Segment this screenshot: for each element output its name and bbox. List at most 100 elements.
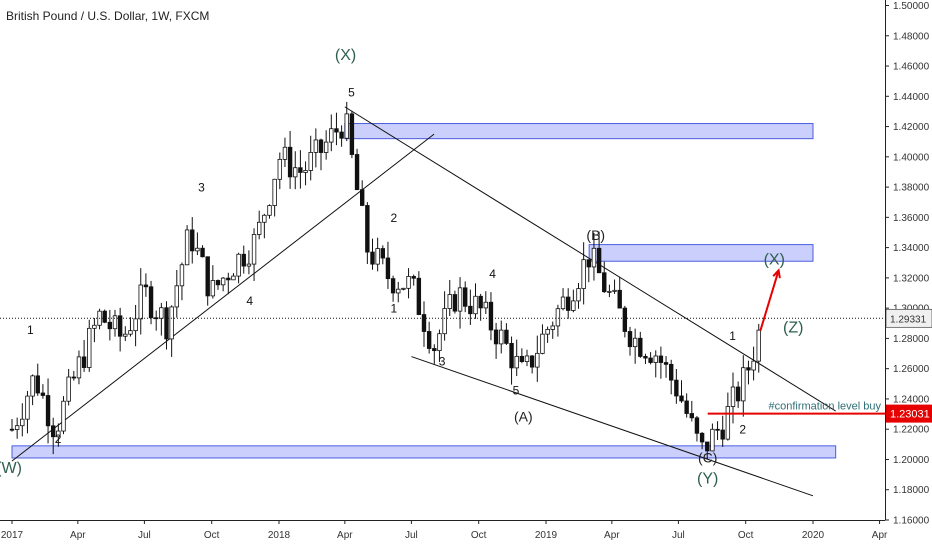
candle-body [643, 356, 648, 359]
candle-body [416, 277, 422, 315]
wave-label: 3 [439, 355, 446, 369]
candle-body [432, 348, 437, 352]
y-tick-label: 1.28000 [893, 334, 930, 345]
y-tick-label: 1.50000 [893, 1, 930, 12]
candle-body [169, 306, 174, 340]
candle-body [406, 276, 411, 289]
y-tick-label: 1.26000 [893, 364, 930, 375]
wave-label: 4 [489, 267, 496, 281]
wave-label: (X) [764, 251, 785, 268]
wave-label: (Y) [697, 471, 718, 488]
candle-body [40, 392, 46, 396]
candle-body [452, 294, 458, 312]
wave-label: (B) [586, 227, 605, 243]
candle-body [205, 256, 210, 297]
wave-label: 1 [27, 323, 34, 337]
x-tick-label: Jul [138, 530, 151, 541]
candle-body [303, 170, 308, 173]
current-price-tag [885, 308, 932, 328]
candle-body [195, 247, 200, 252]
candle-body [272, 178, 277, 206]
wave-label: (W) [0, 460, 22, 477]
candle-body [710, 428, 715, 452]
candle-body [9, 428, 15, 431]
candle-body [349, 113, 355, 155]
candle-body [262, 214, 267, 223]
candle-body [184, 229, 190, 266]
candle-body [638, 337, 643, 357]
candle-body [442, 308, 447, 335]
x-tick-label: Apr [872, 530, 888, 541]
x-tick-label: Jul [405, 530, 418, 541]
candle-body [359, 189, 365, 206]
candle-body [241, 253, 246, 267]
candle-body [267, 205, 272, 216]
candle-body [277, 158, 282, 180]
y-tick-label: 1.22000 [893, 425, 930, 436]
y-tick-label: 1.42000 [893, 122, 930, 133]
candle-body [76, 356, 82, 379]
candle-body [653, 355, 658, 363]
candle-body [679, 395, 684, 402]
x-tick-label: Oct [738, 530, 754, 541]
x-tick-label: Oct [204, 530, 220, 541]
y-tick-label: 1.36000 [893, 213, 930, 224]
candle-body [555, 308, 561, 327]
x-tick-label: Apr [337, 530, 353, 541]
y-tick-label: 1.34000 [893, 243, 930, 254]
candle-body [756, 329, 761, 362]
candle-body [107, 321, 113, 330]
candle-body [56, 430, 61, 438]
candle-body [607, 290, 612, 293]
candle-body [447, 294, 452, 309]
candle-body [112, 315, 118, 330]
y-tick-label: 1.24000 [893, 394, 930, 405]
wave-label: 4 [246, 294, 253, 308]
candle-body [25, 395, 30, 420]
supply-demand-zone [344, 123, 814, 140]
candle-body [14, 425, 20, 430]
candle-body [226, 277, 231, 281]
candle-body [148, 286, 154, 319]
candle-body [421, 314, 427, 332]
candle-body [684, 400, 689, 414]
candle-body [705, 441, 710, 452]
candle-body [164, 307, 169, 340]
candle-body [499, 329, 504, 345]
x-tick-label: Apr [70, 530, 86, 541]
candle-body [385, 257, 391, 280]
candle-body [622, 307, 628, 332]
candle-body [30, 375, 35, 397]
y-tick-label: 1.48000 [893, 31, 930, 42]
candle-body [602, 272, 607, 293]
candle-body [329, 128, 334, 143]
y-tick-label: 1.32000 [893, 273, 930, 284]
candle-body [102, 310, 107, 323]
y-tick-label: 1.46000 [893, 62, 930, 73]
candle-body [591, 247, 597, 268]
x-tick-label: 2020 [802, 530, 825, 541]
candle-body [540, 333, 545, 354]
candle-body [251, 234, 257, 265]
candle-body [478, 295, 483, 309]
candle-body [462, 287, 468, 307]
candle-body [509, 343, 514, 369]
candle-body [308, 151, 313, 171]
candle-body [365, 205, 370, 253]
candle-body [535, 352, 540, 368]
candle-body [689, 413, 694, 419]
candle-body [45, 395, 51, 427]
candle-body [323, 141, 329, 153]
candle-body [514, 355, 519, 369]
candle-body [488, 301, 494, 331]
wave-label: (A) [514, 409, 533, 425]
candle-body [493, 329, 499, 345]
candle-body [596, 247, 602, 274]
confirmation-note: #confirmation level buy [768, 401, 881, 413]
candle-body [581, 259, 586, 289]
candle-body [293, 167, 298, 178]
candle-body [159, 307, 164, 319]
wave-label: (Z) [783, 319, 803, 336]
wave-label: 5 [513, 383, 520, 397]
